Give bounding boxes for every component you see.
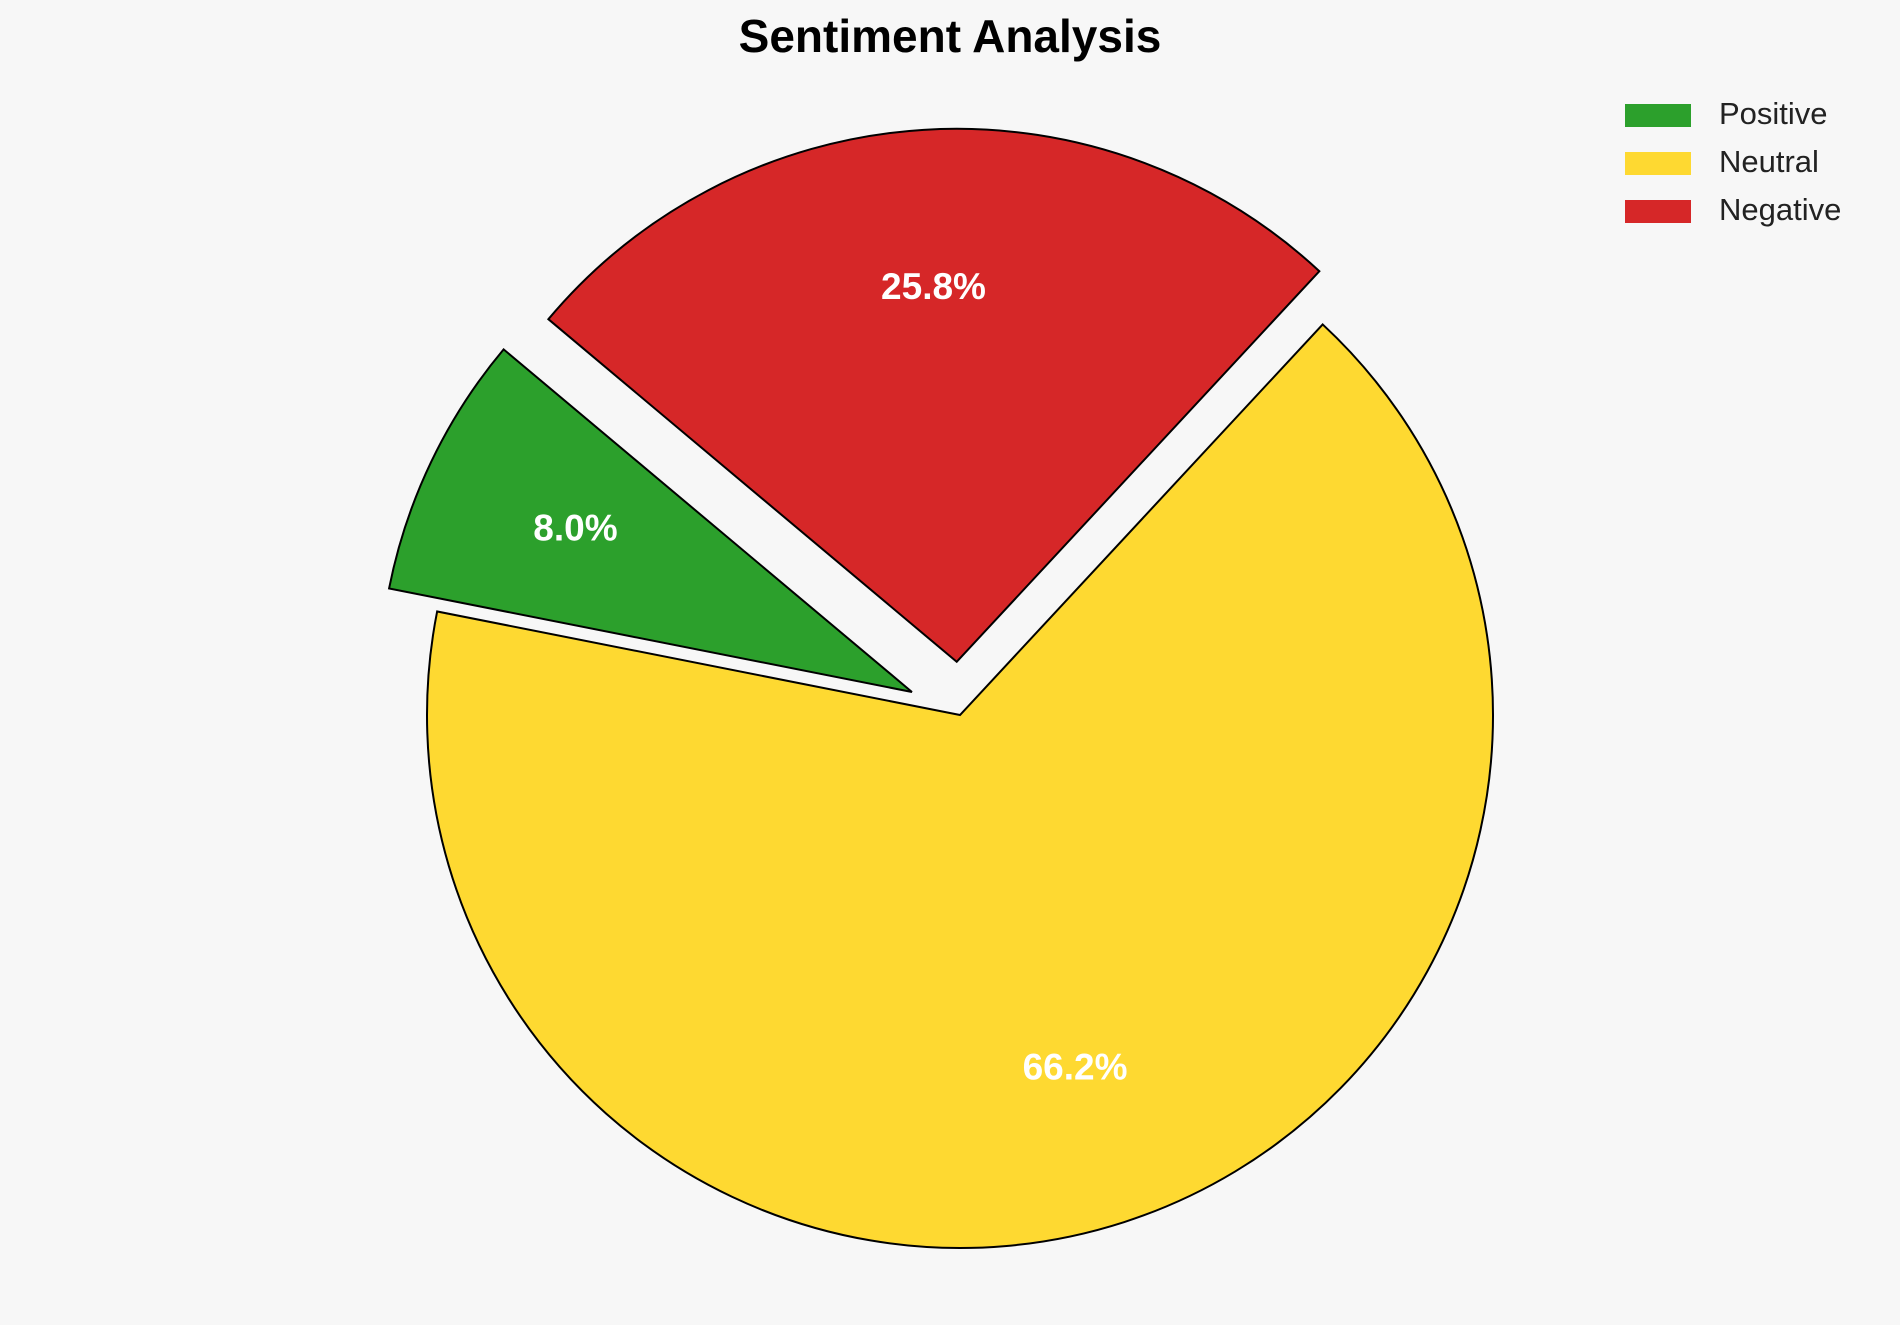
pie-slice (387, 347, 913, 693)
slice-label: 8.0% (533, 508, 617, 549)
legend-swatch (1625, 104, 1691, 127)
legend-swatch (1625, 200, 1691, 223)
legend-label: Negative (1719, 192, 1841, 227)
legend-label: Positive (1719, 96, 1828, 131)
chart-title: Sentiment Analysis (739, 10, 1162, 62)
slice-label: 66.2% (1023, 1047, 1128, 1088)
legend-swatch (1625, 152, 1691, 175)
pie-slice (546, 127, 1321, 664)
legend-label: Neutral (1719, 144, 1819, 179)
pie-slice (426, 323, 1494, 1249)
slice-label: 25.8% (881, 266, 986, 307)
